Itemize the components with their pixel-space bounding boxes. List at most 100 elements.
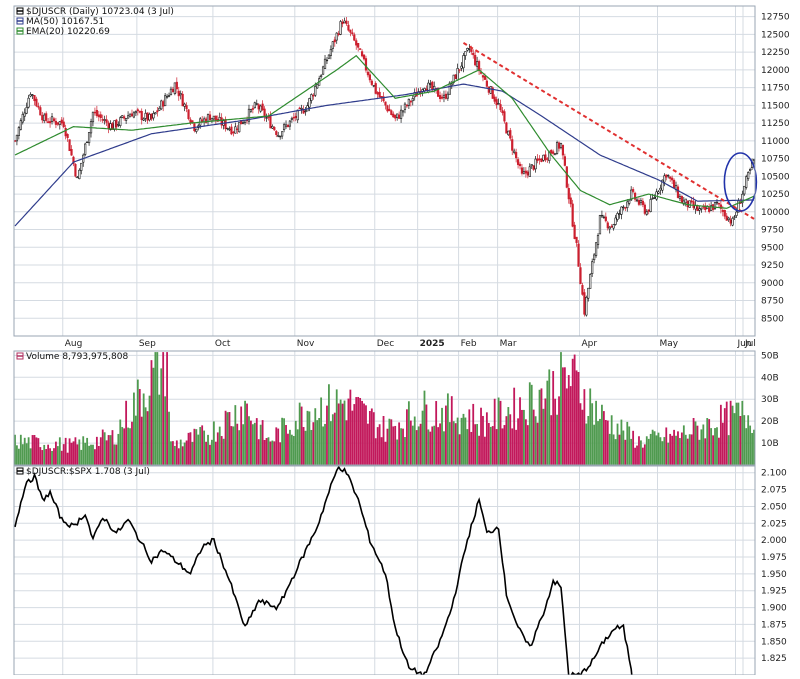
candle-body [616, 213, 619, 220]
candle-body [35, 98, 38, 107]
candle-body [327, 54, 331, 59]
volume-bar [246, 403, 248, 465]
volume-bar [657, 432, 660, 465]
candle-body [323, 58, 327, 69]
volume-bar [205, 441, 207, 465]
volume-panel-area [14, 351, 755, 465]
volume-bar [690, 434, 693, 465]
volume-bar [361, 400, 363, 465]
price-tick-label: 9250 [761, 261, 784, 271]
candle-body [31, 94, 34, 96]
volume-bar [655, 435, 658, 465]
candle-body [101, 119, 104, 121]
volume-bar [271, 440, 274, 465]
candle-body [224, 119, 227, 130]
candle-body [398, 114, 401, 119]
volume-bar [456, 417, 459, 465]
candle-body [158, 107, 161, 111]
volume-bar [441, 407, 443, 465]
volume-bar [345, 420, 348, 465]
volume-bar [404, 437, 406, 465]
candle-body [152, 113, 155, 119]
candle-body [737, 200, 740, 213]
volume-bar [710, 428, 713, 465]
candle-body [663, 175, 666, 183]
candle-body [17, 127, 20, 136]
candle-body [179, 93, 182, 96]
volume-bar [606, 420, 609, 465]
volume-bar [177, 448, 180, 465]
candle-body [353, 34, 356, 41]
volume-bar [388, 418, 391, 465]
candle-body [713, 202, 717, 209]
volume-bar [704, 438, 707, 465]
candle-body [411, 98, 414, 102]
candle-body [649, 199, 652, 212]
candle-body [466, 48, 469, 51]
candle-body [123, 116, 126, 119]
candle-body [97, 114, 100, 118]
candle-body [620, 206, 623, 215]
volume-bar [56, 446, 59, 465]
candle-body [74, 164, 77, 177]
candle-body [700, 207, 703, 210]
candle-body [148, 113, 151, 121]
volume-bar [113, 444, 116, 465]
candle-body [647, 209, 650, 212]
candle-body [121, 115, 124, 118]
volume-bar [185, 440, 188, 465]
candle-body [651, 197, 654, 200]
candle-body [727, 217, 730, 220]
candle-body [167, 95, 171, 97]
volume-bar [581, 409, 584, 465]
volume-bar [207, 434, 209, 465]
volume-bar [82, 436, 85, 465]
volume-bar [228, 412, 231, 465]
volume-bar [357, 396, 360, 465]
volume-bar [62, 444, 65, 465]
candle-body [87, 132, 91, 144]
volume-tick-label: 20B [761, 417, 779, 427]
volume-bar [234, 405, 237, 465]
candle-body [339, 21, 342, 35]
ratio-tick-label: 1.900 [761, 604, 787, 614]
volume-bar [255, 418, 258, 465]
candle-body [544, 154, 547, 161]
candle-body [226, 127, 229, 130]
candle-body [633, 192, 637, 200]
candle-body [589, 274, 592, 289]
candle-body [591, 261, 594, 274]
candle-body [105, 119, 108, 123]
volume-bar [413, 416, 416, 465]
volume-bar [415, 430, 418, 465]
volume-bar [624, 439, 627, 465]
volume-bar [569, 386, 572, 465]
volume-bar [421, 410, 424, 465]
candle-body [540, 158, 543, 162]
candle-body [286, 124, 290, 128]
candle-body [162, 101, 165, 107]
volume-bar [148, 395, 151, 465]
volume-bar [29, 448, 32, 465]
candle-body [394, 114, 397, 119]
candle-body [25, 107, 28, 114]
candle-body [684, 198, 687, 204]
volume-bar [675, 435, 677, 465]
candle-body [747, 172, 750, 180]
volume-bar [117, 433, 120, 465]
volume-bar [614, 439, 617, 465]
volume-bar [253, 422, 256, 465]
x-tick-label: Jul [744, 339, 756, 349]
volume-bar [60, 450, 63, 465]
volume-bar [544, 398, 547, 465]
volume-bar [16, 445, 18, 465]
candle-body [602, 216, 605, 219]
volume-bar [540, 388, 543, 465]
x-tick-label: Aug [65, 339, 83, 349]
candle-body [476, 61, 479, 67]
candle-body [171, 88, 175, 93]
volume-bar [359, 397, 362, 465]
volume-bar [214, 441, 217, 465]
volume-bar [433, 425, 436, 465]
volume-bar [248, 416, 250, 465]
